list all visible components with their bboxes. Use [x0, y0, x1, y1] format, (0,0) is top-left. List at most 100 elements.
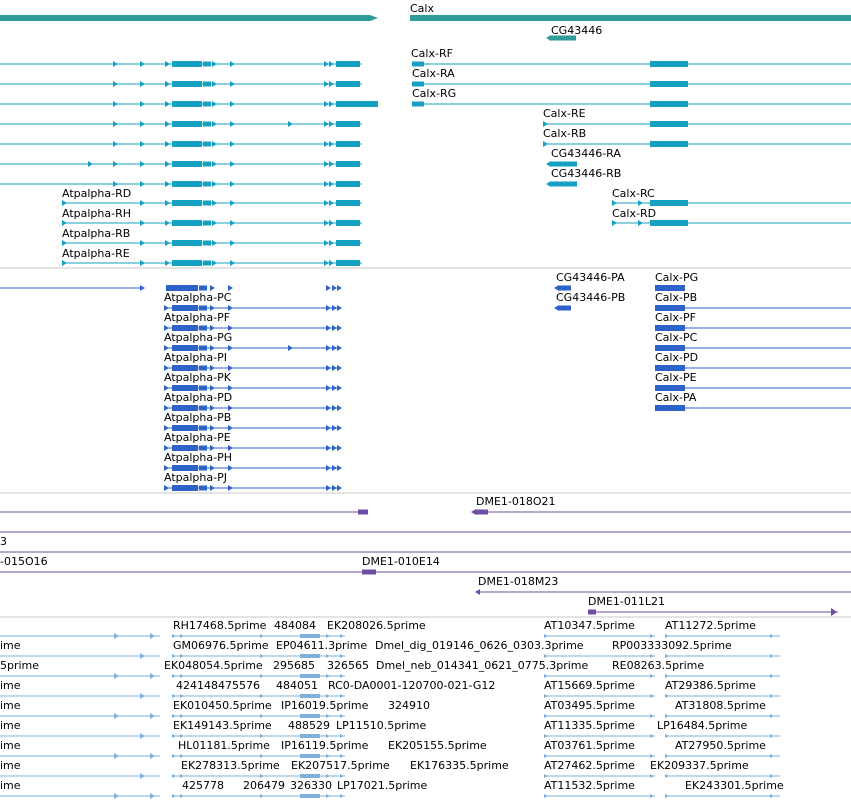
est-label[interactable]: 5prime	[0, 659, 40, 672]
clone-label[interactable]: 3	[0, 535, 7, 548]
transcript-label[interactable]: Calx-RA	[412, 67, 455, 80]
est-label[interactable]: EK205155.5prime	[388, 739, 487, 752]
transcript-label[interactable]: Atpalpha-RH	[62, 207, 132, 220]
est-label[interactable]: 425778	[182, 779, 224, 792]
clone-label[interactable]: DME1-018O21	[476, 495, 556, 508]
est-label[interactable]: EP04611.3prime	[276, 639, 368, 652]
transcript-label[interactable]: Calx-RE	[543, 107, 586, 120]
est-label[interactable]: AT03761.5prime	[544, 739, 635, 752]
est-label[interactable]: AT15669.5prime	[544, 679, 635, 692]
protein-label[interactable]: Calx-PE	[655, 371, 697, 384]
protein-label[interactable]: Atpalpha-PB	[164, 411, 232, 424]
transcript-label[interactable]: CG43446-RB	[551, 167, 622, 180]
est-label[interactable]: EK207517.5prime	[291, 759, 390, 772]
est-label[interactable]: AT31808.5prime	[675, 699, 766, 712]
protein-label[interactable]: Calx-PB	[655, 291, 698, 304]
protein-label[interactable]: CG43446-PA	[556, 271, 625, 284]
strand-arrow	[230, 101, 235, 107]
est-label[interactable]: RE08263.5prime	[612, 659, 705, 672]
est-label[interactable]: RP003333092.5prime	[612, 639, 732, 652]
est-label[interactable]: RC0-DA0001-120700-021-G12	[328, 679, 496, 692]
strand-arrow	[332, 405, 337, 411]
clone-label[interactable]: DME1-011L21	[588, 595, 665, 608]
transcript-label[interactable]: Atpalpha-RD	[62, 187, 132, 200]
est-label[interactable]: ime	[0, 699, 21, 712]
clone-label[interactable]: DME1-018M23	[478, 575, 559, 588]
est-label[interactable]: GM06976.5prime	[173, 639, 269, 652]
est-label[interactable]: 326330	[290, 779, 332, 792]
transcript-label[interactable]: Calx-RC	[612, 187, 655, 200]
est-label[interactable]: ime	[0, 719, 21, 732]
est-label[interactable]: 484084	[274, 619, 316, 632]
est-label[interactable]: LP17021.5prime	[337, 779, 428, 792]
transcript-label[interactable]: Calx-RB	[543, 127, 587, 140]
protein-label[interactable]: Atpalpha-PI	[164, 351, 227, 364]
protein-label[interactable]: Calx-PA	[655, 391, 697, 404]
est-block	[300, 734, 320, 738]
est-label[interactable]: EK048054.5prime	[164, 659, 263, 672]
protein-label[interactable]: Atpalpha-PJ	[164, 471, 227, 484]
est-label[interactable]: ime	[0, 679, 21, 692]
est-label[interactable]: 488529	[288, 719, 330, 732]
transcript-label[interactable]: Atpalpha-RB	[62, 227, 131, 240]
transcript-label[interactable]: Calx-RD	[612, 207, 657, 220]
protein-label[interactable]: CG43446-PB	[556, 291, 626, 304]
est-label[interactable]: EK209337.5prime	[650, 759, 749, 772]
est-label[interactable]: AT11532.5prime	[544, 779, 635, 792]
est-label[interactable]: AT27950.5prime	[675, 739, 766, 752]
est-label[interactable]: EK149143.5prime	[173, 719, 272, 732]
est-label[interactable]: ime	[0, 779, 21, 792]
est-label[interactable]: ime	[0, 739, 21, 752]
clone-label[interactable]: -015O16	[0, 555, 48, 568]
transcript-label[interactable]: Atpalpha-RE	[62, 247, 130, 260]
est-label[interactable]: 424148475576	[176, 679, 260, 692]
protein-label[interactable]: Calx-PD	[655, 351, 699, 364]
strand-arrow	[326, 674, 330, 678]
est-label[interactable]: HL01181.5prime	[178, 739, 270, 752]
est-label[interactable]: AT27462.5prime	[544, 759, 635, 772]
protein-label[interactable]: Atpalpha-PE	[164, 431, 231, 444]
est-label[interactable]: Dmel_dig_019146_0626_0303.3prime	[375, 639, 584, 652]
protein-label[interactable]: Atpalpha-PF	[164, 311, 231, 324]
est-label[interactable]: AT03495.5prime	[544, 699, 635, 712]
clone-label[interactable]: DME1-010E14	[362, 555, 440, 568]
est-label[interactable]: EK243301.5prime	[685, 779, 784, 792]
est-label[interactable]: Dmel_neb_014341_0621_0775.3prime	[376, 659, 589, 672]
protein-label[interactable]: Atpalpha-PH	[164, 451, 232, 464]
est-label[interactable]: AT11335.5prime	[544, 719, 635, 732]
transcript-label[interactable]: Calx-RF	[411, 47, 453, 60]
est-label[interactable]: AT11272.5prime	[665, 619, 756, 632]
est-label[interactable]: 295685	[273, 659, 315, 672]
protein-label[interactable]: Calx-PF	[655, 311, 696, 324]
transcript-label[interactable]: CG43446-RA	[551, 147, 621, 160]
protein-label[interactable]: Calx-PC	[655, 331, 698, 344]
gene-label[interactable]: CG43446	[551, 24, 603, 37]
est-label[interactable]: 484051	[276, 679, 318, 692]
protein-label[interactable]: Atpalpha-PD	[164, 391, 233, 404]
transcript-label[interactable]: Calx-RG	[412, 87, 457, 100]
est-label[interactable]: LP11510.5prime	[336, 719, 427, 732]
est-label[interactable]: 326565	[327, 659, 369, 672]
est-label[interactable]: EK278313.5prime	[181, 759, 280, 772]
est-label[interactable]: EK010450.5prime	[173, 699, 272, 712]
est-label[interactable]: IP16019.5prime	[281, 699, 369, 712]
est-label[interactable]: EK208026.5prime	[327, 619, 426, 632]
est-label[interactable]: IP16119.5prime	[281, 739, 369, 752]
strand-arrow	[560, 305, 565, 311]
protein-label[interactable]: Atpalpha-PK	[164, 371, 231, 384]
est-label[interactable]: 206479	[243, 779, 285, 792]
est-label[interactable]: LP16484.5prime	[657, 719, 748, 732]
gene-label[interactable]: Calx	[410, 2, 434, 15]
est-label[interactable]: ime	[0, 639, 21, 652]
protein-label[interactable]: Atpalpha-PG	[164, 331, 233, 344]
est-label[interactable]: ime	[0, 759, 21, 772]
protein-label[interactable]: Atpalpha-PC	[164, 291, 232, 304]
est-label[interactable]: 324910	[388, 699, 430, 712]
strand-arrow	[544, 654, 548, 658]
est-label[interactable]: RH17468.5prime	[173, 619, 267, 632]
est-label[interactable]: AT10347.5prime	[544, 619, 635, 632]
strand-arrow	[324, 141, 329, 147]
est-label[interactable]: EK176335.5prime	[410, 759, 509, 772]
protein-label[interactable]: Calx-PG	[655, 271, 699, 284]
est-label[interactable]: AT29386.5prime	[665, 679, 756, 692]
